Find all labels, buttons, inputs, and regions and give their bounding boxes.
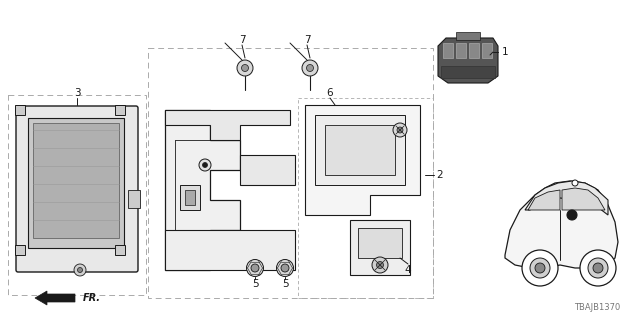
Polygon shape (528, 190, 560, 210)
Polygon shape (438, 38, 498, 83)
Bar (298, 98, 433, 298)
Bar (185, 190, 195, 205)
Circle shape (376, 261, 383, 268)
Text: TBAJB1370: TBAJB1370 (573, 303, 620, 312)
Bar (441, 66, 495, 78)
FancyArrow shape (35, 291, 75, 305)
Bar (350, 220, 410, 275)
Text: 5: 5 (252, 279, 259, 289)
Circle shape (535, 263, 545, 273)
Text: 3: 3 (74, 88, 80, 98)
Text: 4: 4 (404, 265, 412, 275)
Text: 2: 2 (436, 170, 444, 180)
Circle shape (281, 264, 289, 272)
Bar (128, 190, 140, 208)
Text: 7: 7 (304, 35, 310, 45)
Bar (15, 245, 25, 255)
Bar (148, 48, 433, 298)
Bar (8, 95, 146, 295)
Text: 1: 1 (502, 47, 508, 57)
Circle shape (588, 258, 608, 278)
Bar (115, 105, 125, 115)
Bar (469, 43, 479, 58)
Bar (325, 125, 395, 175)
Circle shape (567, 210, 577, 220)
Circle shape (77, 268, 83, 273)
Circle shape (237, 60, 253, 76)
Polygon shape (240, 155, 295, 185)
Bar (456, 32, 480, 40)
Circle shape (74, 264, 86, 276)
Polygon shape (165, 230, 295, 270)
Circle shape (372, 257, 388, 273)
Polygon shape (165, 110, 240, 270)
Circle shape (522, 250, 558, 286)
Bar (482, 43, 492, 58)
Bar (15, 105, 25, 115)
Text: 6: 6 (326, 88, 333, 98)
Bar (456, 43, 466, 58)
Polygon shape (305, 105, 420, 215)
Circle shape (580, 250, 616, 286)
Polygon shape (525, 181, 608, 215)
Circle shape (593, 263, 603, 273)
Circle shape (251, 264, 259, 272)
Bar (115, 245, 125, 255)
Circle shape (246, 260, 264, 276)
Text: 5: 5 (282, 279, 288, 289)
Bar (28, 118, 124, 248)
Text: FR.: FR. (83, 293, 101, 303)
FancyBboxPatch shape (16, 106, 138, 272)
Bar (315, 115, 405, 185)
Polygon shape (505, 181, 618, 268)
Circle shape (307, 65, 314, 71)
Circle shape (241, 65, 248, 71)
Circle shape (393, 123, 407, 137)
Bar (180, 185, 200, 210)
Circle shape (572, 180, 578, 186)
Bar (358, 228, 402, 258)
Circle shape (302, 60, 318, 76)
Bar (443, 43, 453, 58)
Circle shape (276, 260, 294, 276)
Circle shape (199, 159, 211, 171)
Circle shape (397, 127, 403, 133)
Text: 7: 7 (239, 35, 245, 45)
Polygon shape (165, 110, 290, 140)
Bar (33, 123, 119, 238)
Polygon shape (562, 188, 605, 210)
Circle shape (202, 163, 207, 167)
Circle shape (530, 258, 550, 278)
